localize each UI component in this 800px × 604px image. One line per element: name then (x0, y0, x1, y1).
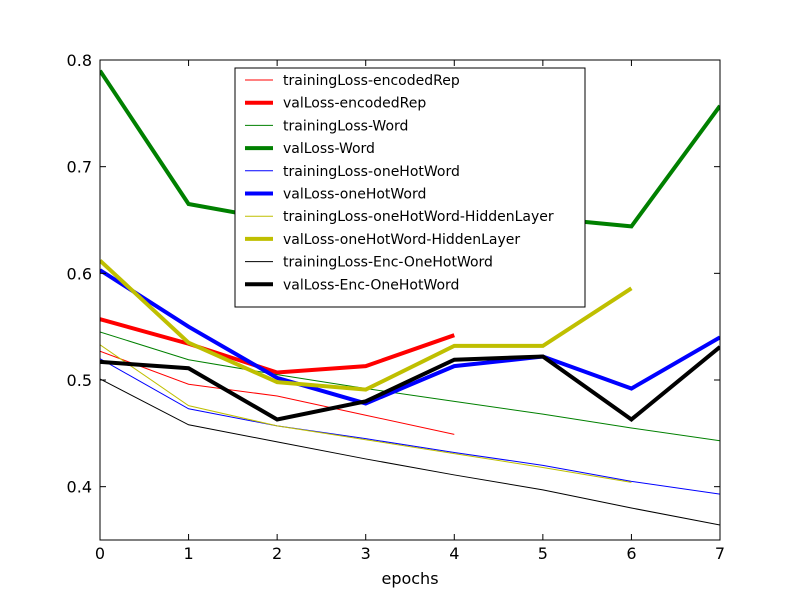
x-axis-ticks: 0 1 2 3 4 5 6 7 (95, 60, 725, 563)
x-tick-label: 4 (449, 544, 459, 563)
legend-label: valLoss-oneHotWord-HiddenLayer (283, 232, 520, 248)
y-tick-label: 0.8 (67, 51, 92, 70)
x-tick-label: 2 (272, 544, 282, 563)
series-line-5 (100, 358, 720, 495)
series-line-2 (100, 317, 455, 375)
x-tick-label: 6 (626, 544, 636, 563)
legend-label: valLoss-oneHotWord (283, 187, 426, 203)
series-layer (100, 69, 720, 526)
x-tick-label: 1 (183, 544, 193, 563)
series-line-10 (100, 345, 720, 422)
y-tick-label: 0.4 (67, 478, 92, 497)
legend: trainingLoss-encodedRep valLoss-encodedRe… (234, 67, 586, 308)
series-line-6 (100, 268, 720, 406)
x-tick-label: 7 (715, 544, 725, 563)
y-tick-label: 0.6 (67, 264, 92, 283)
legend-label: valLoss-Word (283, 141, 375, 157)
x-tick-label: 3 (361, 544, 371, 563)
y-tick-label: 0.7 (67, 158, 92, 177)
legend-box (234, 67, 586, 308)
y-tick-label: 0.5 (67, 371, 92, 390)
x-axis-label: epochs (381, 569, 438, 588)
legend-label: trainingLoss-oneHotWord-HiddenLayer (283, 209, 554, 225)
legend-label: valLoss-encodedRep (283, 96, 426, 112)
series-line-8 (100, 259, 633, 392)
legend-label: trainingLoss-oneHotWord (283, 164, 460, 180)
series-line-3 (100, 331, 720, 442)
series-line-7 (100, 344, 632, 483)
legend-label: trainingLoss-Word (283, 118, 408, 134)
series-line-9 (100, 378, 720, 526)
x-tick-label: 5 (538, 544, 548, 563)
legend-label: trainingLoss-encodedRep (283, 73, 460, 89)
legend-label: trainingLoss-Enc-OneHotWord (283, 255, 493, 271)
x-tick-label: 0 (95, 544, 105, 563)
y-axis-ticks: 0.4 0.5 0.6 0.7 0.8 (67, 51, 720, 497)
legend-label: valLoss-Enc-OneHotWord (283, 277, 459, 293)
series-line-1 (100, 350, 455, 435)
plot-frame (99, 59, 721, 541)
